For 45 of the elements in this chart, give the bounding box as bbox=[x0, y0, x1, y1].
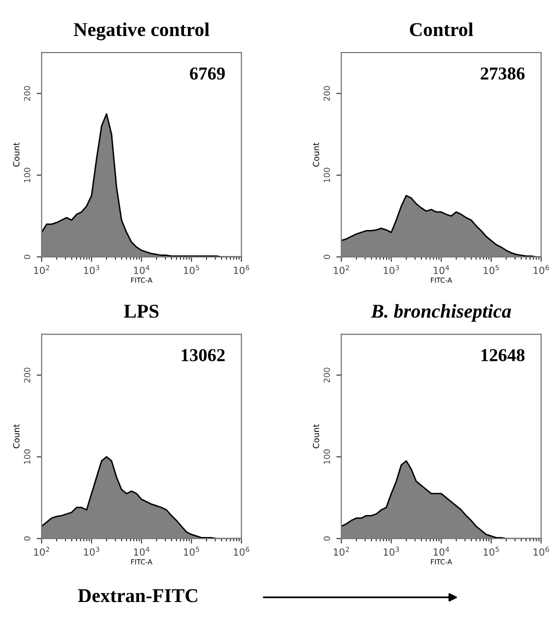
y-tick-label: 0 bbox=[324, 254, 330, 259]
x-tick-label: 10$^{3}$ bbox=[84, 546, 100, 556]
chart-title: LPS bbox=[124, 304, 159, 318]
x-tick-label: 10$^{4}$ bbox=[134, 265, 150, 274]
y-tick-label: 100 bbox=[24, 449, 30, 464]
y-tick-label: 0 bbox=[24, 536, 30, 541]
x-tick-label: 10$^{6}$ bbox=[534, 546, 549, 556]
y-tick-label: 200 bbox=[324, 86, 330, 101]
x-tick-label: 10$^{5}$ bbox=[484, 546, 499, 556]
y-tick-label: 0 bbox=[324, 536, 330, 541]
x-tick-label: 10$^{3}$ bbox=[384, 265, 399, 274]
x-tick-label: 10$^{4}$ bbox=[434, 546, 450, 556]
x-tick-label: 10$^{4}$ bbox=[434, 265, 450, 274]
y-axis-title: Count bbox=[13, 424, 20, 448]
text: Dextran-FITC bbox=[78, 589, 198, 602]
x-tick-label: 10$^{6}$ bbox=[534, 265, 549, 274]
annotation: 27386 bbox=[480, 67, 525, 80]
y-tick-label: 100 bbox=[324, 168, 330, 182]
y-tick-label: 200 bbox=[24, 86, 30, 101]
x-tick-label: 10$^{3}$ bbox=[384, 546, 399, 556]
x-tick-label: 10$^{4}$ bbox=[134, 546, 150, 556]
x-tick-label: 10$^{5}$ bbox=[484, 265, 499, 274]
x-tick-label: 10$^{2}$ bbox=[334, 265, 349, 274]
y-tick-label: 200 bbox=[324, 368, 330, 382]
x-tick-label: 10$^{5}$ bbox=[184, 546, 200, 556]
y-tick-label: 100 bbox=[24, 168, 30, 182]
y-axis-title: Count bbox=[312, 424, 320, 448]
annotation: 13062 bbox=[182, 349, 225, 362]
chart-title: B. bronchiseptica bbox=[370, 304, 511, 322]
x-tick-label: 10$^{6}$ bbox=[234, 265, 250, 274]
y-tick-label: 100 bbox=[324, 449, 330, 464]
x-tick-label: 10$^{3}$ bbox=[84, 265, 100, 274]
x-tick-label: 10$^{6}$ bbox=[234, 546, 250, 556]
y-axis-title: Count bbox=[13, 142, 20, 167]
x-tick-label: 10$^{2}$ bbox=[34, 265, 50, 274]
annotation: 6769 bbox=[190, 67, 225, 80]
chart-title: Control bbox=[410, 22, 474, 36]
x-tick-label: 10$^{2}$ bbox=[334, 546, 349, 556]
y-tick-label: 200 bbox=[24, 368, 30, 382]
x-tick-label: 10$^{2}$ bbox=[34, 546, 50, 556]
annotation: 12648 bbox=[481, 349, 525, 362]
y-tick-label: 0 bbox=[24, 254, 30, 259]
x-tick-label: 10$^{5}$ bbox=[184, 265, 200, 274]
chart-title: Negative control bbox=[74, 22, 210, 40]
y-axis-title: Count bbox=[312, 142, 320, 167]
